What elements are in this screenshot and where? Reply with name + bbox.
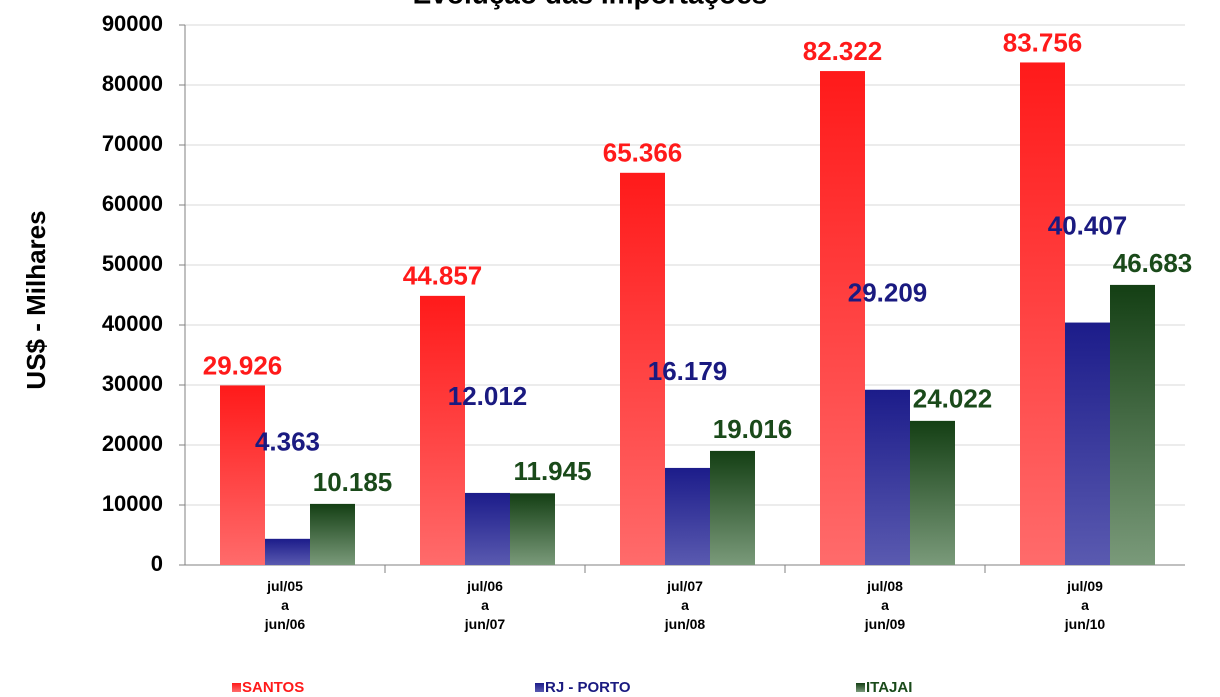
data-label: 19.016 [713,414,793,444]
data-label: 44.857 [403,261,483,291]
y-tick-label: 40000 [102,311,163,336]
data-label: 29.209 [848,278,928,308]
legend-label: SANTOS [242,679,304,696]
x-tick-label: jul/09 a jun/10 [1064,578,1106,632]
bar [865,389,910,565]
x-tick-label: jul/08 a jun/09 [864,578,906,632]
y-tick-label: 90000 [102,11,163,36]
data-label: 83.756 [1003,27,1083,57]
bar [620,172,665,565]
y-tick-label: 80000 [102,71,163,96]
bar [510,493,555,565]
data-label: 12.012 [448,381,528,411]
legend-swatch [535,683,544,692]
legend-swatch [232,683,241,692]
bar [665,467,710,565]
data-label: 4.363 [255,427,320,457]
data-label: 65.366 [603,138,683,168]
bar [310,503,355,565]
legend-label: RJ - PORTO [545,679,631,696]
bar [1020,62,1065,566]
data-label: 11.945 [513,456,591,486]
y-tick-label: 60000 [102,191,163,216]
bar [420,295,465,565]
bar [820,71,865,566]
data-label: 40.407 [1048,210,1128,240]
y-tick-label: 30000 [102,371,163,396]
data-label: 82.322 [803,36,883,66]
bar [1065,322,1110,565]
data-label: 29.926 [203,350,283,380]
x-tick-label: jul/05 a jun/06 [264,578,306,632]
y-tick-label: 10000 [102,491,163,516]
y-tick-label: 0 [151,551,163,576]
x-tick-label: jul/07 a jun/08 [664,578,706,632]
data-label: 16.179 [648,356,728,386]
y-tick-label: 70000 [102,131,163,156]
legend-label: ITAJAI [866,679,912,696]
bar [465,492,510,565]
y-tick-label: 20000 [102,431,163,456]
bar [265,538,310,565]
y-tick-label: 50000 [102,251,163,276]
bar [910,420,955,565]
data-label: 10.185 [313,467,393,497]
data-label: 46.683 [1113,248,1193,278]
legend-swatch [856,683,865,692]
bar [220,385,265,565]
y-axis-label: US$ - Milhares [21,210,51,389]
chart-title: Evolução das Importações [413,0,768,9]
bar [710,450,755,565]
x-tick-label: jul/06 a jun/07 [464,578,506,632]
data-label: 24.022 [913,384,993,414]
bar [1110,284,1155,565]
